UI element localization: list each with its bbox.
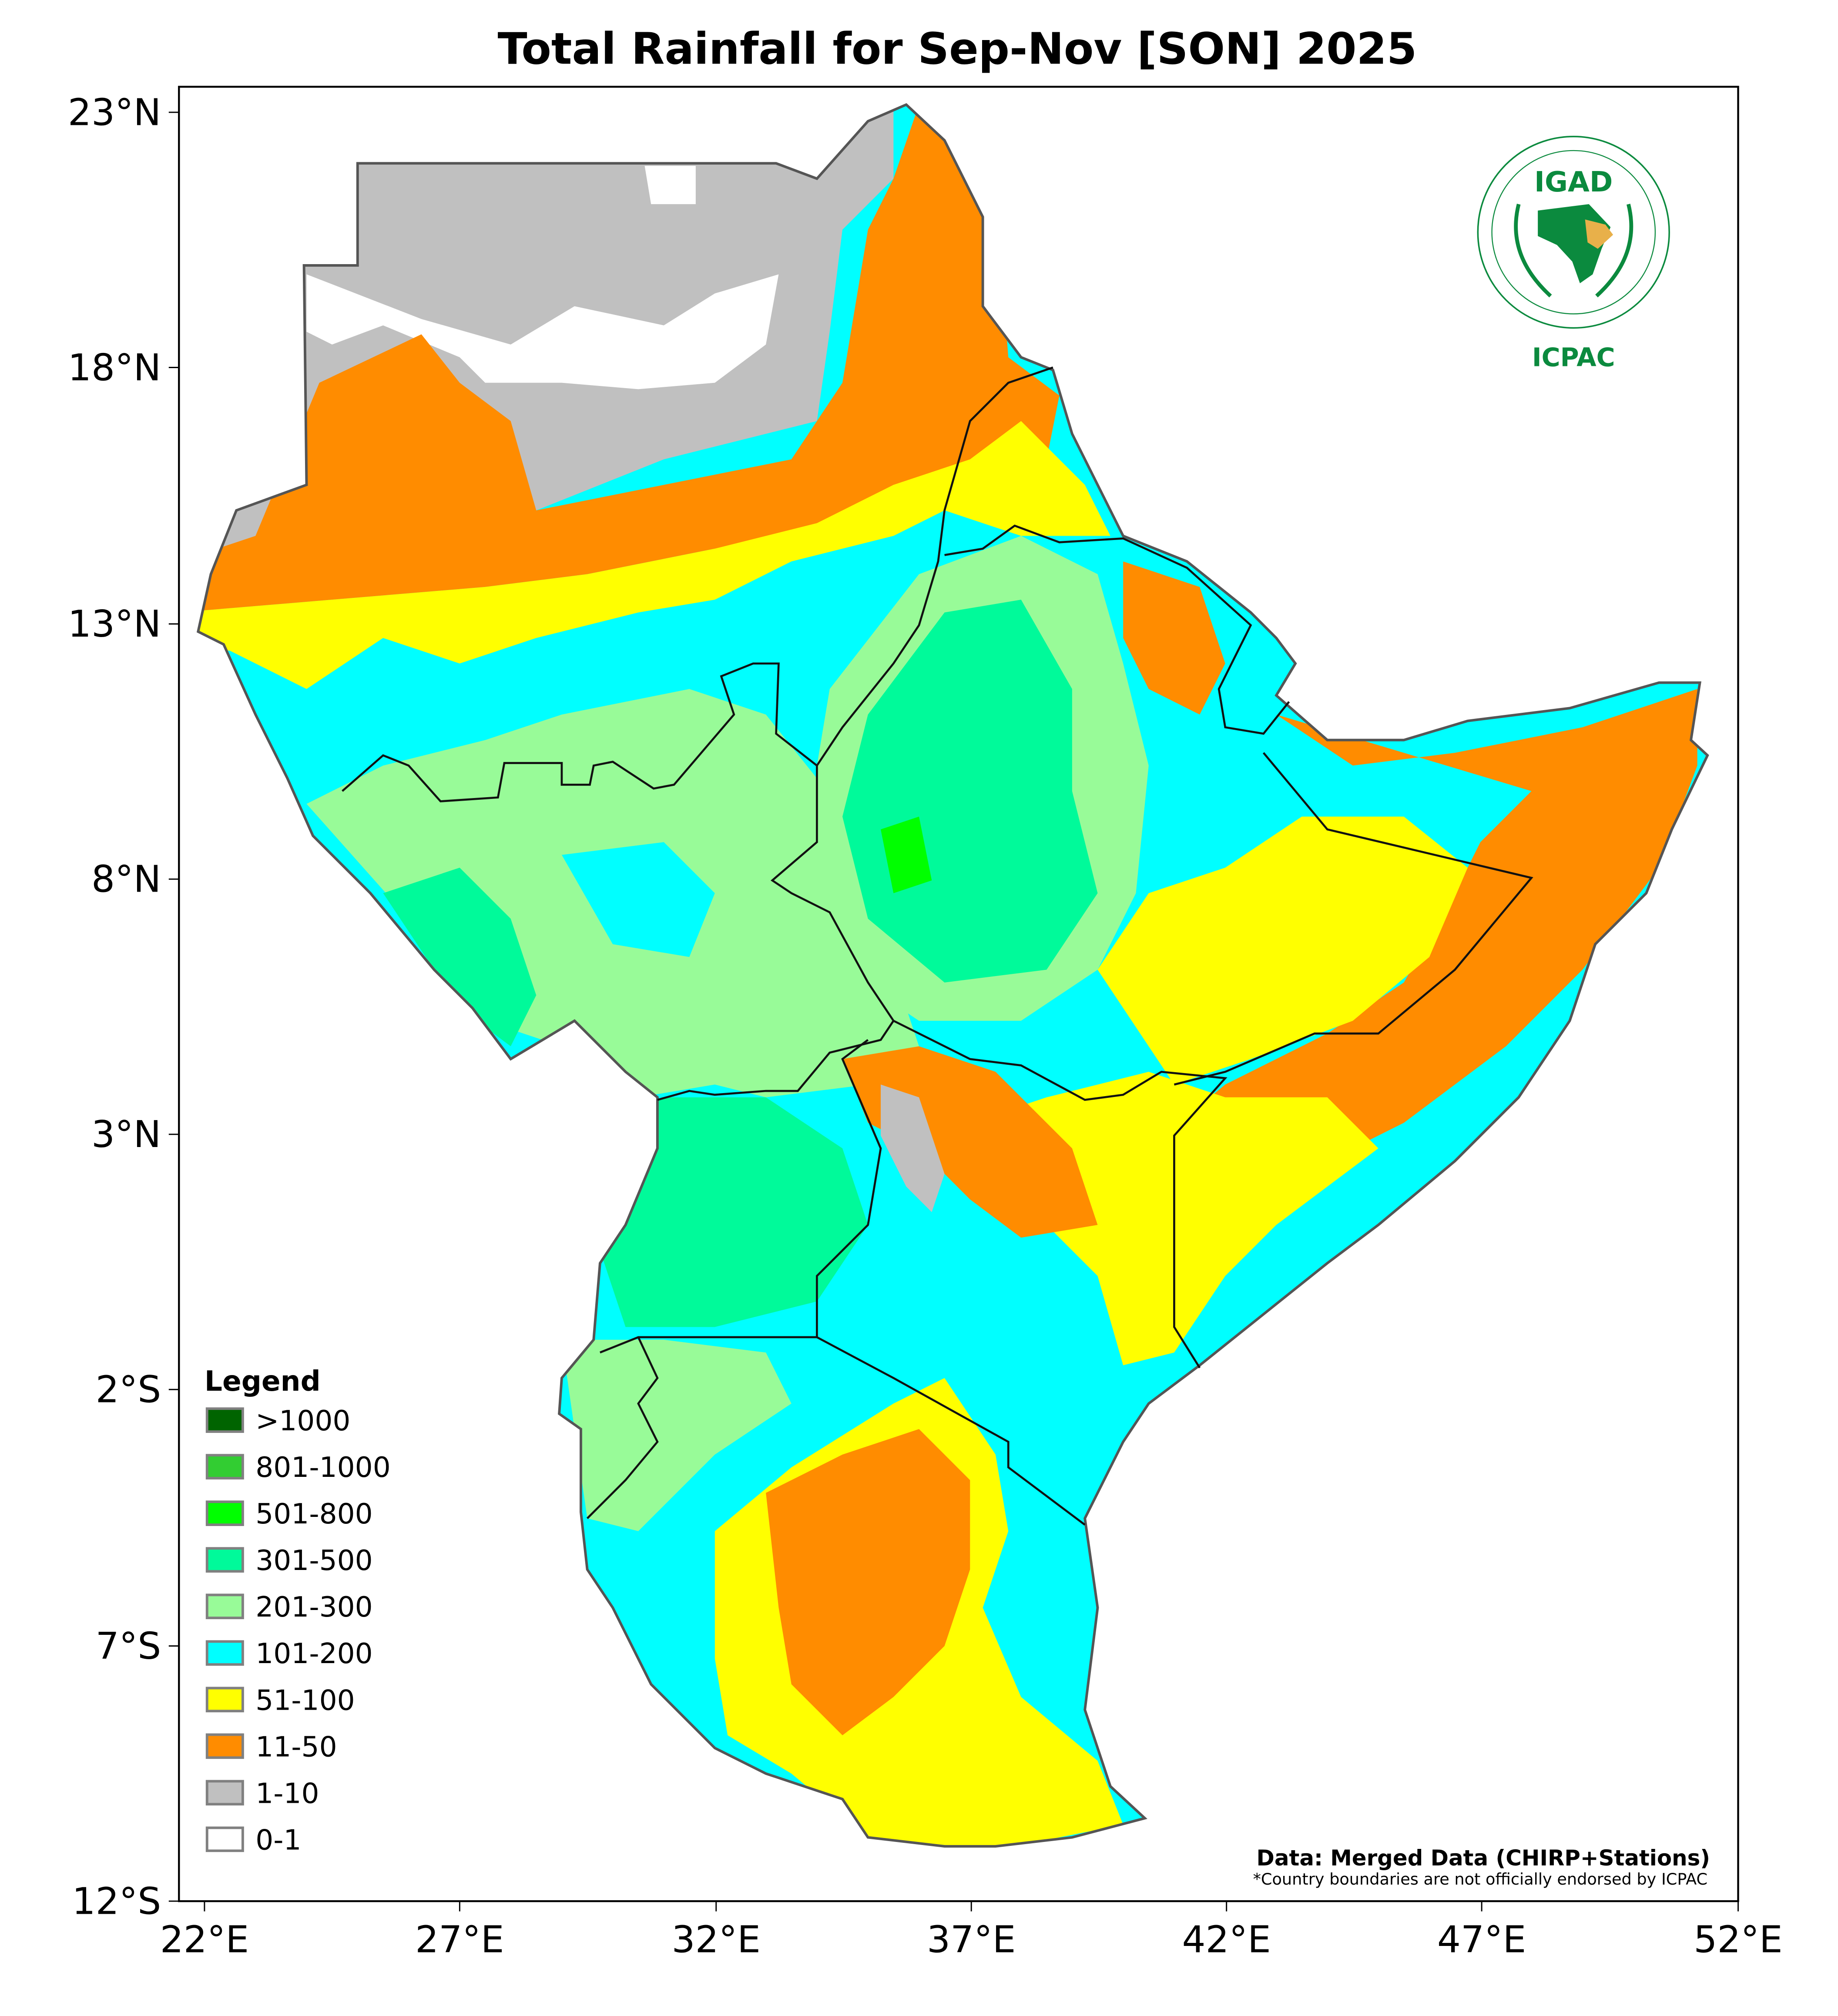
y-tick: 18°N [68, 346, 179, 389]
x-tick-label: 47°E [1437, 1918, 1526, 1961]
legend-label: 101-200 [255, 1637, 373, 1670]
legend-item: 51-100 [205, 1684, 355, 1717]
legend-label: 11-50 [255, 1731, 337, 1763]
legend-label: >1000 [255, 1405, 350, 1437]
y-tick: 2°S [96, 1369, 179, 1412]
zone-1-10-turkana [881, 1084, 945, 1212]
zone-101-200-south-sudan [561, 842, 715, 957]
x-tick: 27°E [415, 1901, 504, 1961]
zone-301-500-south-sudan [383, 867, 537, 1047]
logo-icpac-text: ICPAC [1532, 343, 1615, 372]
legend-swatch [205, 1547, 244, 1573]
x-tick-label: 27°E [415, 1918, 504, 1961]
zone-51-100-north [198, 421, 1110, 689]
legend-item: 201-300 [205, 1591, 373, 1624]
legend-label: 1-10 [255, 1777, 319, 1810]
legend-item: 801-1000 [205, 1451, 391, 1484]
y-tick-label: 8°N [91, 858, 161, 901]
y-tick-label: 18°N [68, 346, 161, 389]
x-tick: 37°E [927, 1901, 1016, 1961]
y-tick-label: 12°S [72, 1880, 161, 1923]
legend-title: Legend [205, 1365, 321, 1398]
legend-item: 1-10 [205, 1777, 319, 1810]
horn-of-africa-icon [1585, 219, 1613, 249]
legend-label: 801-1000 [255, 1451, 391, 1484]
legend-item: 101-200 [205, 1637, 373, 1670]
y-tick: 12°S [72, 1880, 179, 1923]
chart-title: Total Rainfall for Sep-Nov [SON] 2025 [498, 23, 1417, 74]
y-tick: 8°N [91, 858, 179, 901]
y-tick-label: 23°N [68, 91, 161, 134]
legend-item: 501-800 [205, 1498, 373, 1530]
legend-swatch [205, 1593, 244, 1620]
y-tick-label: 2°S [96, 1369, 161, 1412]
x-tick-label: 37°E [927, 1918, 1016, 1961]
y-tick-label: 13°N [68, 603, 161, 646]
legend-label: 201-300 [255, 1591, 373, 1624]
legend-item: 0-1 [205, 1824, 302, 1856]
legend-item: 11-50 [205, 1731, 337, 1763]
x-tick: 22°E [160, 1901, 249, 1961]
zone-201-300-lake-region [561, 1339, 792, 1531]
x-tick-label: 22°E [160, 1918, 249, 1961]
y-axis: 23°N 18°N 13°N 8°N 3°N 2°S 7°S 12°S [68, 91, 179, 1923]
country-borders [342, 366, 1533, 1526]
x-tick: 32°E [672, 1901, 761, 1961]
x-tick-label: 32°E [672, 1918, 761, 1961]
disclaimer: *Country boundaries are not officially e… [1253, 1870, 1708, 1889]
zone-301-500-uganda [600, 1097, 868, 1327]
legend-swatch [205, 1454, 244, 1479]
legend: Legend >1000 801-1000 501-800 301-500 201-30… [205, 1365, 391, 1856]
legend-label: 301-500 [255, 1544, 373, 1577]
y-tick: 3°N [91, 1113, 179, 1156]
legend-item: 301-500 [205, 1544, 373, 1577]
legend-item: >1000 [205, 1405, 350, 1437]
y-tick: 7°S [96, 1625, 179, 1668]
x-axis: 22°E 27°E 32°E 37°E 42°E 47°E 52°E [160, 1901, 1783, 1961]
legend-swatch [205, 1826, 244, 1852]
legend-swatch [205, 1640, 244, 1666]
zone-501-800-ethiopia [881, 816, 932, 893]
x-tick: 52°E [1694, 1901, 1783, 1961]
legend-swatch [205, 1733, 244, 1759]
igad-icpac-logo: IGAD ICPAC [1477, 135, 1670, 372]
zone-0-1-north2 [644, 166, 696, 205]
y-tick-label: 3°N [91, 1113, 161, 1156]
legend-label: 501-800 [255, 1498, 373, 1530]
x-tick-label: 52°E [1694, 1918, 1782, 1961]
legend-swatch [205, 1687, 244, 1713]
legend-label: 0-1 [255, 1824, 301, 1856]
zone-11-50-north [198, 104, 1060, 613]
legend-swatch [205, 1780, 244, 1806]
logo-igad-text: IGAD [1534, 166, 1613, 198]
zone-11-50-tanzania [766, 1429, 970, 1735]
y-tick-label: 7°S [96, 1625, 161, 1668]
legend-label: 51-100 [255, 1684, 355, 1717]
legend-swatch [205, 1407, 244, 1433]
data-source: Data: Merged Data (CHIRP+Stations) [1257, 1845, 1711, 1871]
legend-swatch [205, 1500, 244, 1526]
y-tick: 23°N [68, 91, 179, 134]
zone-51-100-ogaden [1097, 816, 1468, 1085]
x-tick-label: 42°E [1182, 1918, 1271, 1961]
zone-11-50-eritrea [1123, 561, 1225, 715]
zone-0-1-north [306, 274, 779, 389]
laurel-left-icon [1514, 204, 1552, 298]
x-tick: 42°E [1182, 1901, 1271, 1961]
y-tick: 13°N [68, 603, 179, 646]
x-tick: 47°E [1437, 1901, 1526, 1961]
laurel-right-icon [1595, 204, 1633, 298]
